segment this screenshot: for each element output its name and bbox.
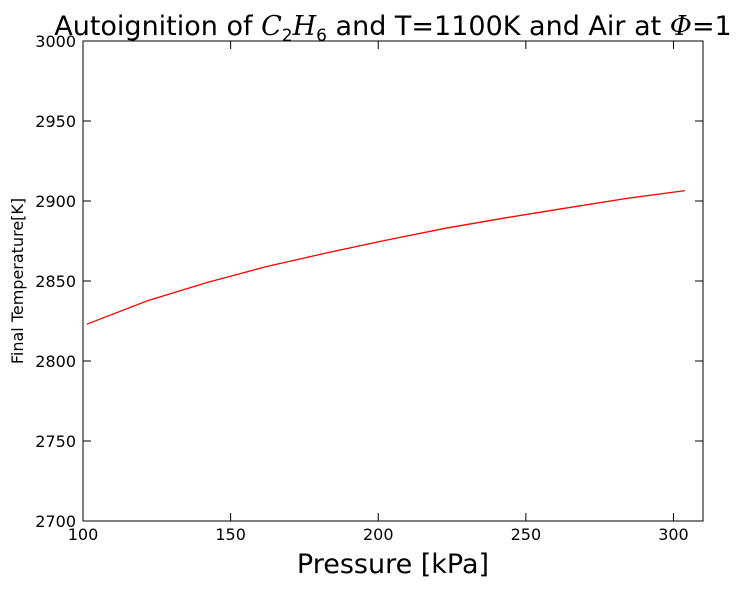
title-suffix: and T=1100K and Air at xyxy=(327,11,670,42)
x-tick-label: 200 xyxy=(363,525,394,544)
y-tick-label: 2950 xyxy=(35,112,76,131)
y-tick-label: 2750 xyxy=(35,432,76,451)
y-tick-label: 2800 xyxy=(35,352,76,371)
title-prefix: Autoignition of xyxy=(54,11,261,42)
y-tick-label: 2850 xyxy=(35,272,76,291)
chart-title: Autoignition of C2H6 and T=1100K and Air… xyxy=(54,11,732,46)
series-line-1 xyxy=(86,189,686,325)
x-tick-label: 150 xyxy=(215,525,246,544)
x-tick-label: 100 xyxy=(68,525,99,544)
y-tick-label: 2700 xyxy=(35,512,76,531)
y-axis-ticks: 2700 2750 2800 2850 2900 2950 3000 xyxy=(35,32,703,531)
x-axis-label: Pressure [kPa] xyxy=(297,549,489,580)
y-tick-label: 2900 xyxy=(35,192,76,211)
plot-area-frame xyxy=(82,40,704,522)
y-axis-label: Final Temperature[K] xyxy=(8,198,27,364)
title-species-h-subscript: 6 xyxy=(316,26,327,46)
title-phi-symbol: Φ xyxy=(670,11,692,42)
x-tick-label: 300 xyxy=(658,525,689,544)
series-layer xyxy=(86,189,686,325)
title-species-c-subscript: 2 xyxy=(282,26,293,46)
title-species-c: C xyxy=(261,11,282,42)
title-species-h: H xyxy=(292,11,317,42)
y-tick-label: 3000 xyxy=(35,32,76,51)
x-axis-ticks: 100 150 200 250 300 xyxy=(68,41,689,544)
x-tick-label: 250 xyxy=(511,525,542,544)
title-phi-value: =1 xyxy=(692,11,732,42)
